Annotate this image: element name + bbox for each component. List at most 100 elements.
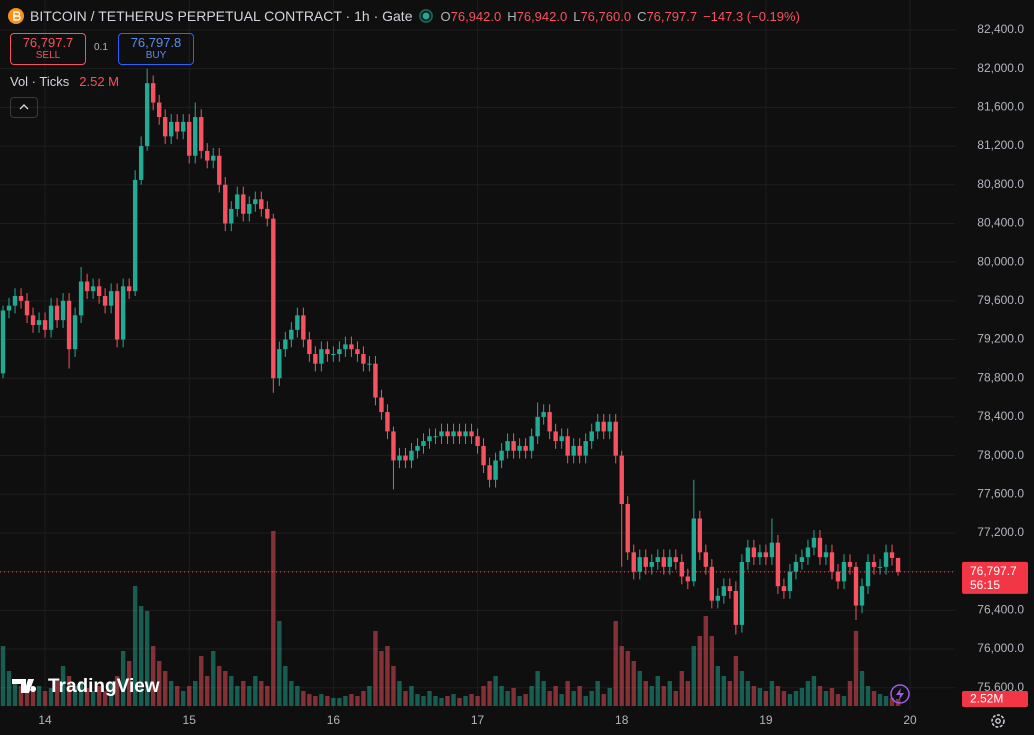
volume-bar — [211, 651, 216, 706]
volume-bar — [199, 656, 204, 706]
ohlc-value: 76,942.0 — [516, 8, 568, 24]
volume-bar — [132, 586, 138, 706]
buy-price[interactable]: 76,797.8 — [130, 35, 182, 50]
lightning-button[interactable] — [890, 684, 910, 704]
candle-body — [156, 102, 162, 118]
candle-body — [199, 117, 204, 151]
candle-body — [445, 431, 450, 437]
candle-body — [607, 421, 612, 432]
candle-body — [48, 305, 54, 330]
candle-body — [625, 503, 630, 553]
volume-bar — [781, 691, 787, 706]
candle-body — [829, 552, 835, 572]
sell-label[interactable]: SELL — [35, 50, 61, 61]
lightning-circle[interactable] — [890, 684, 910, 704]
candle-body — [427, 436, 432, 442]
candle-body — [505, 441, 510, 451]
volume-bar — [126, 661, 132, 706]
volume-bar — [697, 636, 703, 706]
volume-bar — [331, 697, 336, 706]
lightning-icon[interactable] — [896, 688, 904, 700]
volume-bar — [877, 694, 883, 706]
volume-bar — [883, 696, 889, 706]
candle-body — [0, 310, 6, 374]
volume-bar — [301, 691, 306, 706]
candle-body — [739, 562, 745, 625]
volume-bar — [385, 646, 390, 706]
settings-button[interactable] — [991, 714, 1005, 728]
volume-bar — [571, 691, 576, 706]
volume-bar — [553, 686, 558, 706]
volume-bar — [397, 681, 402, 706]
gear-inner[interactable] — [995, 718, 1001, 724]
candle-body — [235, 194, 240, 209]
volume-bar — [144, 611, 150, 706]
buy-button[interactable]: 76,797.8 BUY — [118, 33, 194, 65]
volume-bar — [30, 691, 36, 706]
collapse-button[interactable] — [10, 97, 38, 118]
volume-bar — [805, 681, 811, 706]
candle-body — [90, 286, 96, 292]
candle-body — [781, 586, 787, 592]
chevron[interactable] — [11, 98, 37, 117]
volume-bar — [319, 694, 324, 706]
candle-body — [685, 576, 691, 582]
volume-bar — [349, 694, 354, 706]
candle-body — [733, 591, 739, 625]
volume-bar — [667, 681, 672, 706]
candle-body — [757, 552, 763, 558]
candle-body — [385, 412, 390, 432]
volume-bar — [889, 697, 895, 706]
candle-body — [187, 121, 192, 156]
candle-body — [295, 315, 300, 330]
ohlc-value: 76,760.0 — [580, 8, 632, 24]
volume-bar — [66, 676, 72, 706]
overlay-layer: 82,400.0 82,000.0 81,600.0 81,200.0 80,800.0… — [0, 22, 1028, 727]
ohlc-legend: O76,942.0 H76,942.0 L76,760.0 C76,797.7 — [440, 9, 697, 24]
candle-body — [889, 552, 895, 558]
sell-button[interactable]: 76,797.7 SELL — [10, 33, 86, 65]
candle-body — [655, 557, 660, 563]
volume-bar — [871, 691, 877, 706]
candle-body — [271, 218, 276, 379]
candle-body — [18, 295, 24, 301]
candle-body — [469, 431, 474, 437]
sell-price[interactable]: 76,797.7 — [22, 35, 74, 50]
candle-body — [589, 431, 594, 442]
volume-bar — [589, 691, 594, 706]
volume-bar — [253, 676, 258, 706]
volume-bar — [433, 696, 438, 706]
volume-bar — [715, 666, 721, 706]
candle-body — [751, 547, 757, 558]
volume-bar — [601, 694, 606, 706]
volume-bar — [745, 681, 751, 706]
volume-bar — [217, 666, 222, 706]
candle-body — [763, 552, 769, 558]
volume-bar — [175, 686, 180, 706]
volume-bar — [793, 691, 799, 706]
ohlc-item: O76,942.0 — [440, 9, 501, 24]
volume-bar — [24, 687, 30, 706]
ohlc-label: L — [573, 8, 581, 24]
status-core — [422, 12, 430, 20]
volume-bar — [799, 687, 805, 706]
volume-bar — [529, 686, 534, 706]
volume-bar — [775, 686, 781, 706]
candle-body — [793, 562, 799, 572]
candle-body — [162, 117, 168, 137]
buy-label[interactable]: BUY — [145, 50, 167, 61]
gear-outer[interactable] — [991, 714, 1005, 728]
volume-bar — [517, 696, 522, 706]
candle-body — [132, 179, 138, 292]
volume-bar — [162, 671, 168, 706]
volume-bar — [427, 691, 432, 706]
volume-tag-label: 2.52M — [970, 692, 1003, 706]
volume-bar — [631, 661, 636, 706]
volume-bar — [54, 681, 60, 706]
volume-bar — [156, 661, 162, 706]
chevron-path[interactable] — [19, 104, 29, 110]
quantity[interactable]: 0.1 — [94, 42, 108, 53]
volume-bar — [150, 646, 156, 706]
y-tick-label: 77,200.0 — [977, 525, 1024, 539]
volume-bar — [679, 671, 684, 706]
